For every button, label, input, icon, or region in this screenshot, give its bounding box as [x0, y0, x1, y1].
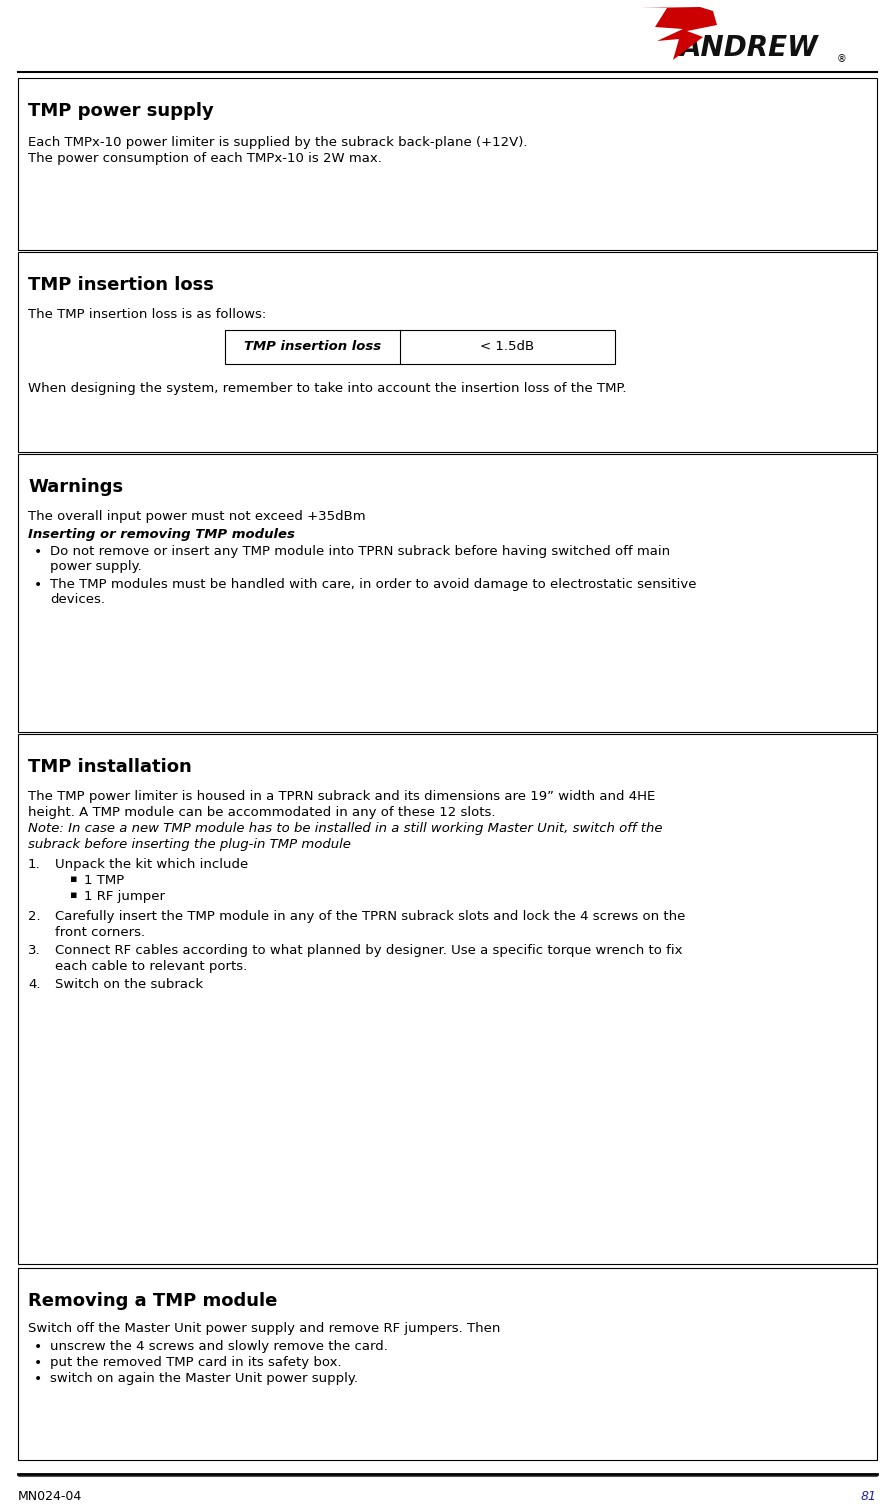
Text: Do not remove or insert any TMP module into TPRN subrack before having switched : Do not remove or insert any TMP module i…: [50, 545, 670, 558]
Bar: [18, 454, 876, 732]
Polygon shape: [639, 8, 716, 60]
Text: height. A TMP module can be accommodated in any of these 12 slots.: height. A TMP module can be accommodated…: [28, 806, 495, 819]
Text: TMP insertion loss: TMP insertion loss: [28, 276, 214, 294]
Text: The TMP insertion loss is as follows:: The TMP insertion loss is as follows:: [28, 308, 266, 321]
Text: Warnings: Warnings: [28, 478, 123, 496]
Text: TMP insertion loss: TMP insertion loss: [244, 341, 381, 353]
Text: TMP installation: TMP installation: [28, 758, 191, 776]
Text: •: •: [34, 1340, 42, 1354]
Text: Unpack the kit which include: Unpack the kit which include: [55, 859, 248, 871]
Text: devices.: devices.: [50, 593, 105, 607]
Text: The TMP modules must be handled with care, in order to avoid damage to electrost: The TMP modules must be handled with car…: [50, 578, 696, 592]
Text: 3.: 3.: [28, 945, 40, 957]
Text: 2.: 2.: [28, 910, 40, 924]
Text: put the removed TMP card in its safety box.: put the removed TMP card in its safety b…: [50, 1357, 342, 1369]
Text: Removing a TMP module: Removing a TMP module: [28, 1292, 277, 1310]
Text: Each TMPx-10 power limiter is supplied by the subrack back-plane (+12V).: Each TMPx-10 power limiter is supplied b…: [28, 136, 527, 149]
Bar: [18, 1268, 876, 1461]
Text: MN024-04: MN024-04: [18, 1489, 82, 1503]
Bar: [18, 78, 876, 250]
Text: 1 RF jumper: 1 RF jumper: [84, 890, 164, 902]
Text: •: •: [34, 1372, 42, 1385]
Text: Note: In case a new TMP module has to be installed in a still working Master Uni: Note: In case a new TMP module has to be…: [28, 822, 662, 834]
Text: •: •: [34, 545, 42, 558]
Text: < 1.5dB: < 1.5dB: [480, 341, 534, 353]
Text: 1.: 1.: [28, 859, 40, 871]
Text: ANDREW: ANDREW: [679, 35, 818, 62]
Text: ▪: ▪: [70, 890, 78, 899]
Text: front corners.: front corners.: [55, 927, 145, 939]
Text: ▪: ▪: [70, 874, 78, 884]
Text: unscrew the 4 screws and slowly remove the card.: unscrew the 4 screws and slowly remove t…: [50, 1340, 387, 1354]
Text: each cable to relevant ports.: each cable to relevant ports.: [55, 960, 247, 973]
Bar: [224, 330, 614, 364]
Text: Switch on the subrack: Switch on the subrack: [55, 978, 203, 991]
Text: Carefully insert the TMP module in any of the TPRN subrack slots and lock the 4 : Carefully insert the TMP module in any o…: [55, 910, 685, 924]
Text: 1 TMP: 1 TMP: [84, 874, 124, 887]
Text: Inserting or removing TMP modules: Inserting or removing TMP modules: [28, 528, 294, 542]
Text: The power consumption of each TMPx-10 is 2W max.: The power consumption of each TMPx-10 is…: [28, 152, 382, 164]
Text: TMP power supply: TMP power supply: [28, 103, 214, 121]
Text: Connect RF cables according to what planned by designer. Use a specific torque w: Connect RF cables according to what plan…: [55, 945, 682, 957]
Bar: [18, 733, 876, 1265]
Text: •: •: [34, 1357, 42, 1370]
Text: The TMP power limiter is housed in a TPRN subrack and its dimensions are 19” wid: The TMP power limiter is housed in a TPR…: [28, 791, 654, 803]
Text: 4.: 4.: [28, 978, 40, 991]
Text: Switch off the Master Unit power supply and remove RF jumpers. Then: Switch off the Master Unit power supply …: [28, 1322, 500, 1335]
Text: When designing the system, remember to take into account the insertion loss of t: When designing the system, remember to t…: [28, 382, 626, 395]
Bar: [18, 252, 876, 453]
Text: ®: ®: [836, 54, 846, 63]
Text: 81: 81: [860, 1489, 876, 1503]
Text: •: •: [34, 578, 42, 592]
Text: switch on again the Master Unit power supply.: switch on again the Master Unit power su…: [50, 1372, 358, 1385]
Text: The overall input power must not exceed +35dBm: The overall input power must not exceed …: [28, 510, 366, 524]
Text: power supply.: power supply.: [50, 560, 141, 573]
Text: subrack before inserting the plug-in TMP module: subrack before inserting the plug-in TMP…: [28, 837, 350, 851]
